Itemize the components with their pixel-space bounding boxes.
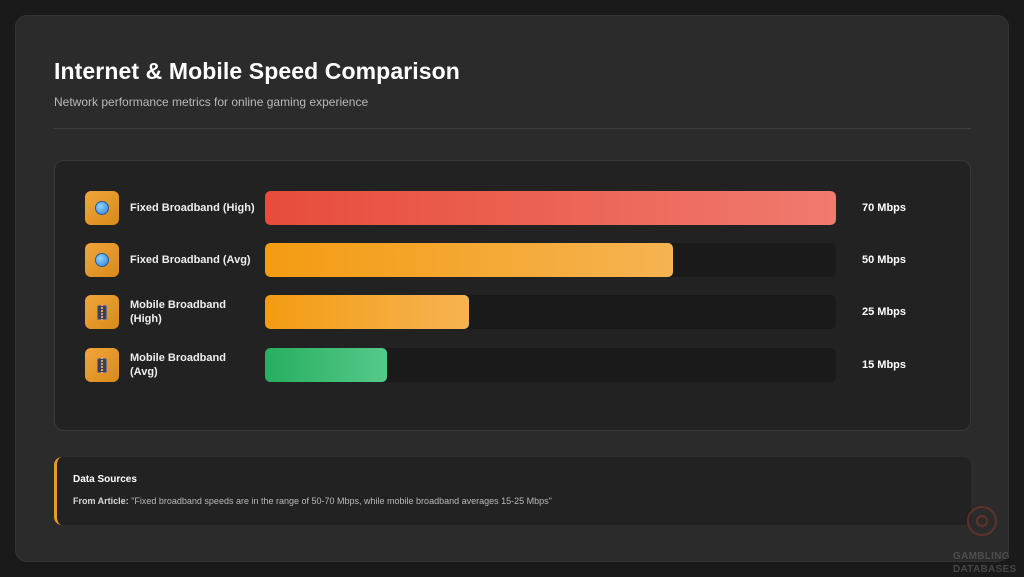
bar-category-label: Fixed Broadband (High): [130, 202, 255, 214]
bar-category-label: Fixed Broadband (Avg): [130, 254, 251, 266]
bar-value-label: 50 Mbps: [862, 254, 907, 266]
divider: [54, 128, 971, 129]
bar-track: [265, 295, 836, 329]
main-card: Internet & Mobile Speed Comparison Netwo…: [15, 15, 1009, 562]
bar-value-label: 15 Mbps: [862, 359, 907, 371]
data-sources-text: From Article: "Fixed broadband speeds ar…: [73, 496, 552, 506]
bar-value-label: 25 Mbps: [862, 306, 907, 318]
roulette-icon: [967, 506, 997, 536]
bar-fill: [265, 348, 388, 382]
page-subtitle: Network performance metrics for online g…: [54, 95, 369, 109]
mobile-phone-icon: [85, 295, 119, 329]
globe-icon: [85, 243, 119, 277]
bar-fill: [265, 243, 673, 277]
data-sources-prefix: From Article:: [73, 496, 129, 506]
page-title: Internet & Mobile Speed Comparison: [54, 58, 460, 84]
bar-track: [265, 348, 836, 382]
globe-icon: [85, 191, 119, 225]
chart-row: Mobile Broadband (High) 25 Mbps: [85, 295, 945, 329]
watermark-line2: DATABASES: [953, 564, 1017, 575]
speed-chart: Fixed Broadband (High) 70 Mbps Fixed Broad…: [54, 160, 971, 431]
data-sources-title: Data Sources: [73, 474, 137, 485]
chart-row: Fixed Broadband (High) 70 Mbps: [85, 191, 945, 225]
bar-track: [265, 191, 836, 225]
mobile-phone-icon: [85, 348, 119, 382]
bar-fill: [265, 295, 469, 329]
data-sources-quote: "Fixed broadband speeds are in the range…: [128, 496, 552, 506]
chart-row: Fixed Broadband (Avg) 50 Mbps: [85, 243, 945, 277]
bar-category-label: Mobile Broadband (High): [130, 299, 226, 325]
bar-value-label: 70 Mbps: [862, 202, 907, 214]
bar-track: [265, 243, 836, 277]
watermark-line1: GAMBLING: [953, 551, 1010, 562]
data-sources-panel: Data Sources From Article: "Fixed broadb…: [54, 457, 971, 525]
chart-row: Mobile Broadband (Avg) 15 Mbps: [85, 348, 945, 382]
bar-fill: [265, 191, 836, 225]
bar-category-label: Mobile Broadband (Avg): [130, 352, 226, 378]
watermark-logo: GAMBLING DATABASES: [953, 506, 1016, 577]
